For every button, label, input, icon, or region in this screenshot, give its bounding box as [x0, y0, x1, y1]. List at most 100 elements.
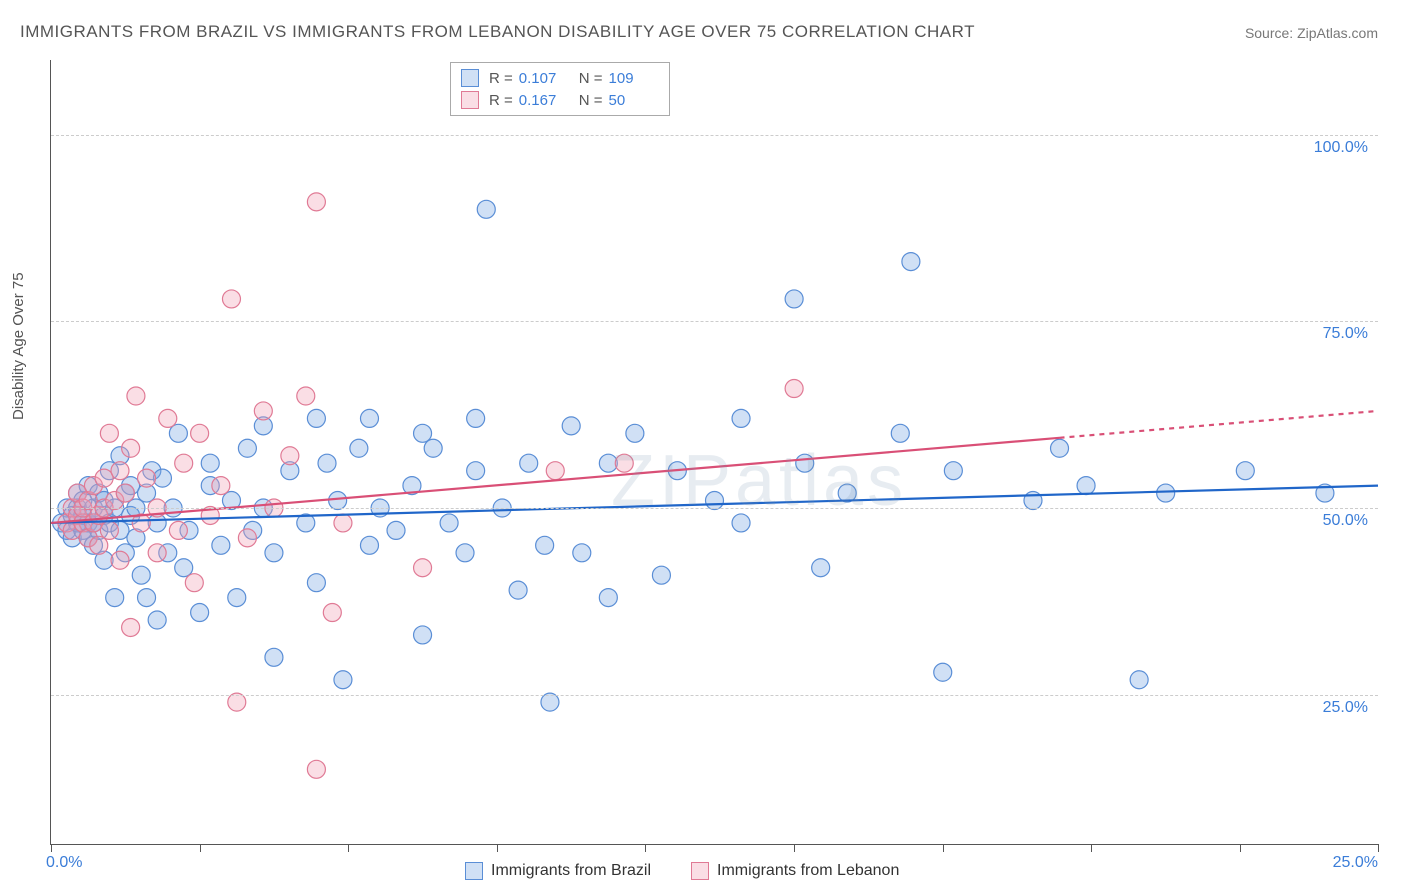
x-origin-label: 0.0% — [46, 854, 82, 872]
data-point — [573, 544, 591, 562]
stat-r-label: R = — [489, 92, 513, 109]
data-point — [732, 514, 750, 532]
data-point — [201, 454, 219, 472]
data-point — [159, 409, 177, 427]
chart-title: IMMIGRANTS FROM BRAZIL VS IMMIGRANTS FRO… — [20, 22, 975, 42]
data-point — [509, 581, 527, 599]
stat-r-label: R = — [489, 70, 513, 87]
x-tick — [51, 844, 52, 852]
data-point — [477, 200, 495, 218]
data-point — [175, 559, 193, 577]
chart-container: IMMIGRANTS FROM BRAZIL VS IMMIGRANTS FRO… — [0, 0, 1406, 892]
regression-line-extrapolated — [1060, 411, 1378, 438]
data-point — [706, 492, 724, 510]
data-point — [615, 454, 633, 472]
x-tick — [645, 844, 646, 852]
data-point — [132, 566, 150, 584]
x-tick — [794, 844, 795, 852]
data-point — [414, 424, 432, 442]
data-point — [95, 469, 113, 487]
gridline — [51, 321, 1378, 322]
data-point — [111, 551, 129, 569]
data-point — [148, 611, 166, 629]
series-legend-label: Immigrants from Brazil — [491, 862, 651, 880]
gridline — [51, 695, 1378, 696]
data-point — [106, 589, 124, 607]
data-point — [329, 492, 347, 510]
data-point — [1077, 477, 1095, 495]
data-point — [934, 663, 952, 681]
data-point — [169, 521, 187, 539]
legend-swatch — [465, 862, 483, 880]
data-point — [785, 290, 803, 308]
data-point — [440, 514, 458, 532]
data-point — [185, 574, 203, 592]
data-point — [456, 544, 474, 562]
x-tick — [200, 844, 201, 852]
stat-r-value: 0.107 — [519, 70, 569, 87]
data-point — [536, 536, 554, 554]
data-point — [323, 604, 341, 622]
correlation-legend: R =0.107N =109R =0.167N =50 — [450, 62, 670, 116]
x-tick — [1240, 844, 1241, 852]
data-point — [90, 536, 108, 554]
data-point — [626, 424, 644, 442]
series-legend-item: Immigrants from Brazil — [465, 862, 651, 880]
data-point — [424, 439, 442, 457]
stat-n-label: N = — [579, 70, 603, 87]
x-tick — [1091, 844, 1092, 852]
data-point — [387, 521, 405, 539]
data-point — [796, 454, 814, 472]
data-point — [212, 536, 230, 554]
legend-swatch — [461, 91, 479, 109]
data-point — [467, 409, 485, 427]
data-point — [281, 447, 299, 465]
source-link[interactable]: ZipAtlas.com — [1297, 25, 1378, 41]
data-point — [228, 693, 246, 711]
plot-area: ZIPatlas 0.0% 25.0% 25.0%50.0%75.0%100.0… — [50, 60, 1378, 845]
data-point — [902, 253, 920, 271]
legend-swatch — [461, 69, 479, 87]
data-point — [116, 484, 134, 502]
data-point — [265, 544, 283, 562]
series-legend-label: Immigrants from Lebanon — [717, 862, 899, 880]
data-point — [254, 402, 272, 420]
stat-n-value: 109 — [609, 70, 659, 87]
data-point — [100, 521, 118, 539]
x-tick — [348, 844, 349, 852]
data-point — [360, 536, 378, 554]
y-tick-label: 25.0% — [1323, 699, 1368, 717]
data-point — [1130, 671, 1148, 689]
y-tick-label: 50.0% — [1323, 512, 1368, 530]
x-tick — [1378, 844, 1379, 852]
stat-n-label: N = — [579, 92, 603, 109]
y-axis-label: Disability Age Over 75 — [10, 272, 27, 420]
data-point — [360, 409, 378, 427]
data-point — [546, 462, 564, 480]
data-point — [520, 454, 538, 472]
data-point — [334, 671, 352, 689]
legend-swatch — [691, 862, 709, 880]
data-point — [148, 544, 166, 562]
data-point — [318, 454, 336, 472]
data-point — [334, 514, 352, 532]
data-point — [122, 618, 140, 636]
gridline — [51, 508, 1378, 509]
x-tick — [497, 844, 498, 852]
data-point — [191, 424, 209, 442]
data-point — [599, 589, 617, 607]
stat-r-value: 0.167 — [519, 92, 569, 109]
data-point — [138, 469, 156, 487]
plot-svg — [51, 60, 1378, 844]
correlation-legend-row: R = 0.107 N = 109 — [461, 67, 659, 89]
data-point — [138, 589, 156, 607]
data-point — [153, 469, 171, 487]
data-point — [414, 559, 432, 577]
y-tick-label: 75.0% — [1323, 325, 1368, 343]
x-max-label: 25.0% — [1333, 854, 1378, 872]
series-legend: Immigrants from Brazil Immigrants from Le… — [465, 862, 899, 880]
data-point — [307, 574, 325, 592]
data-point — [238, 439, 256, 457]
data-point — [212, 477, 230, 495]
data-point — [599, 454, 617, 472]
